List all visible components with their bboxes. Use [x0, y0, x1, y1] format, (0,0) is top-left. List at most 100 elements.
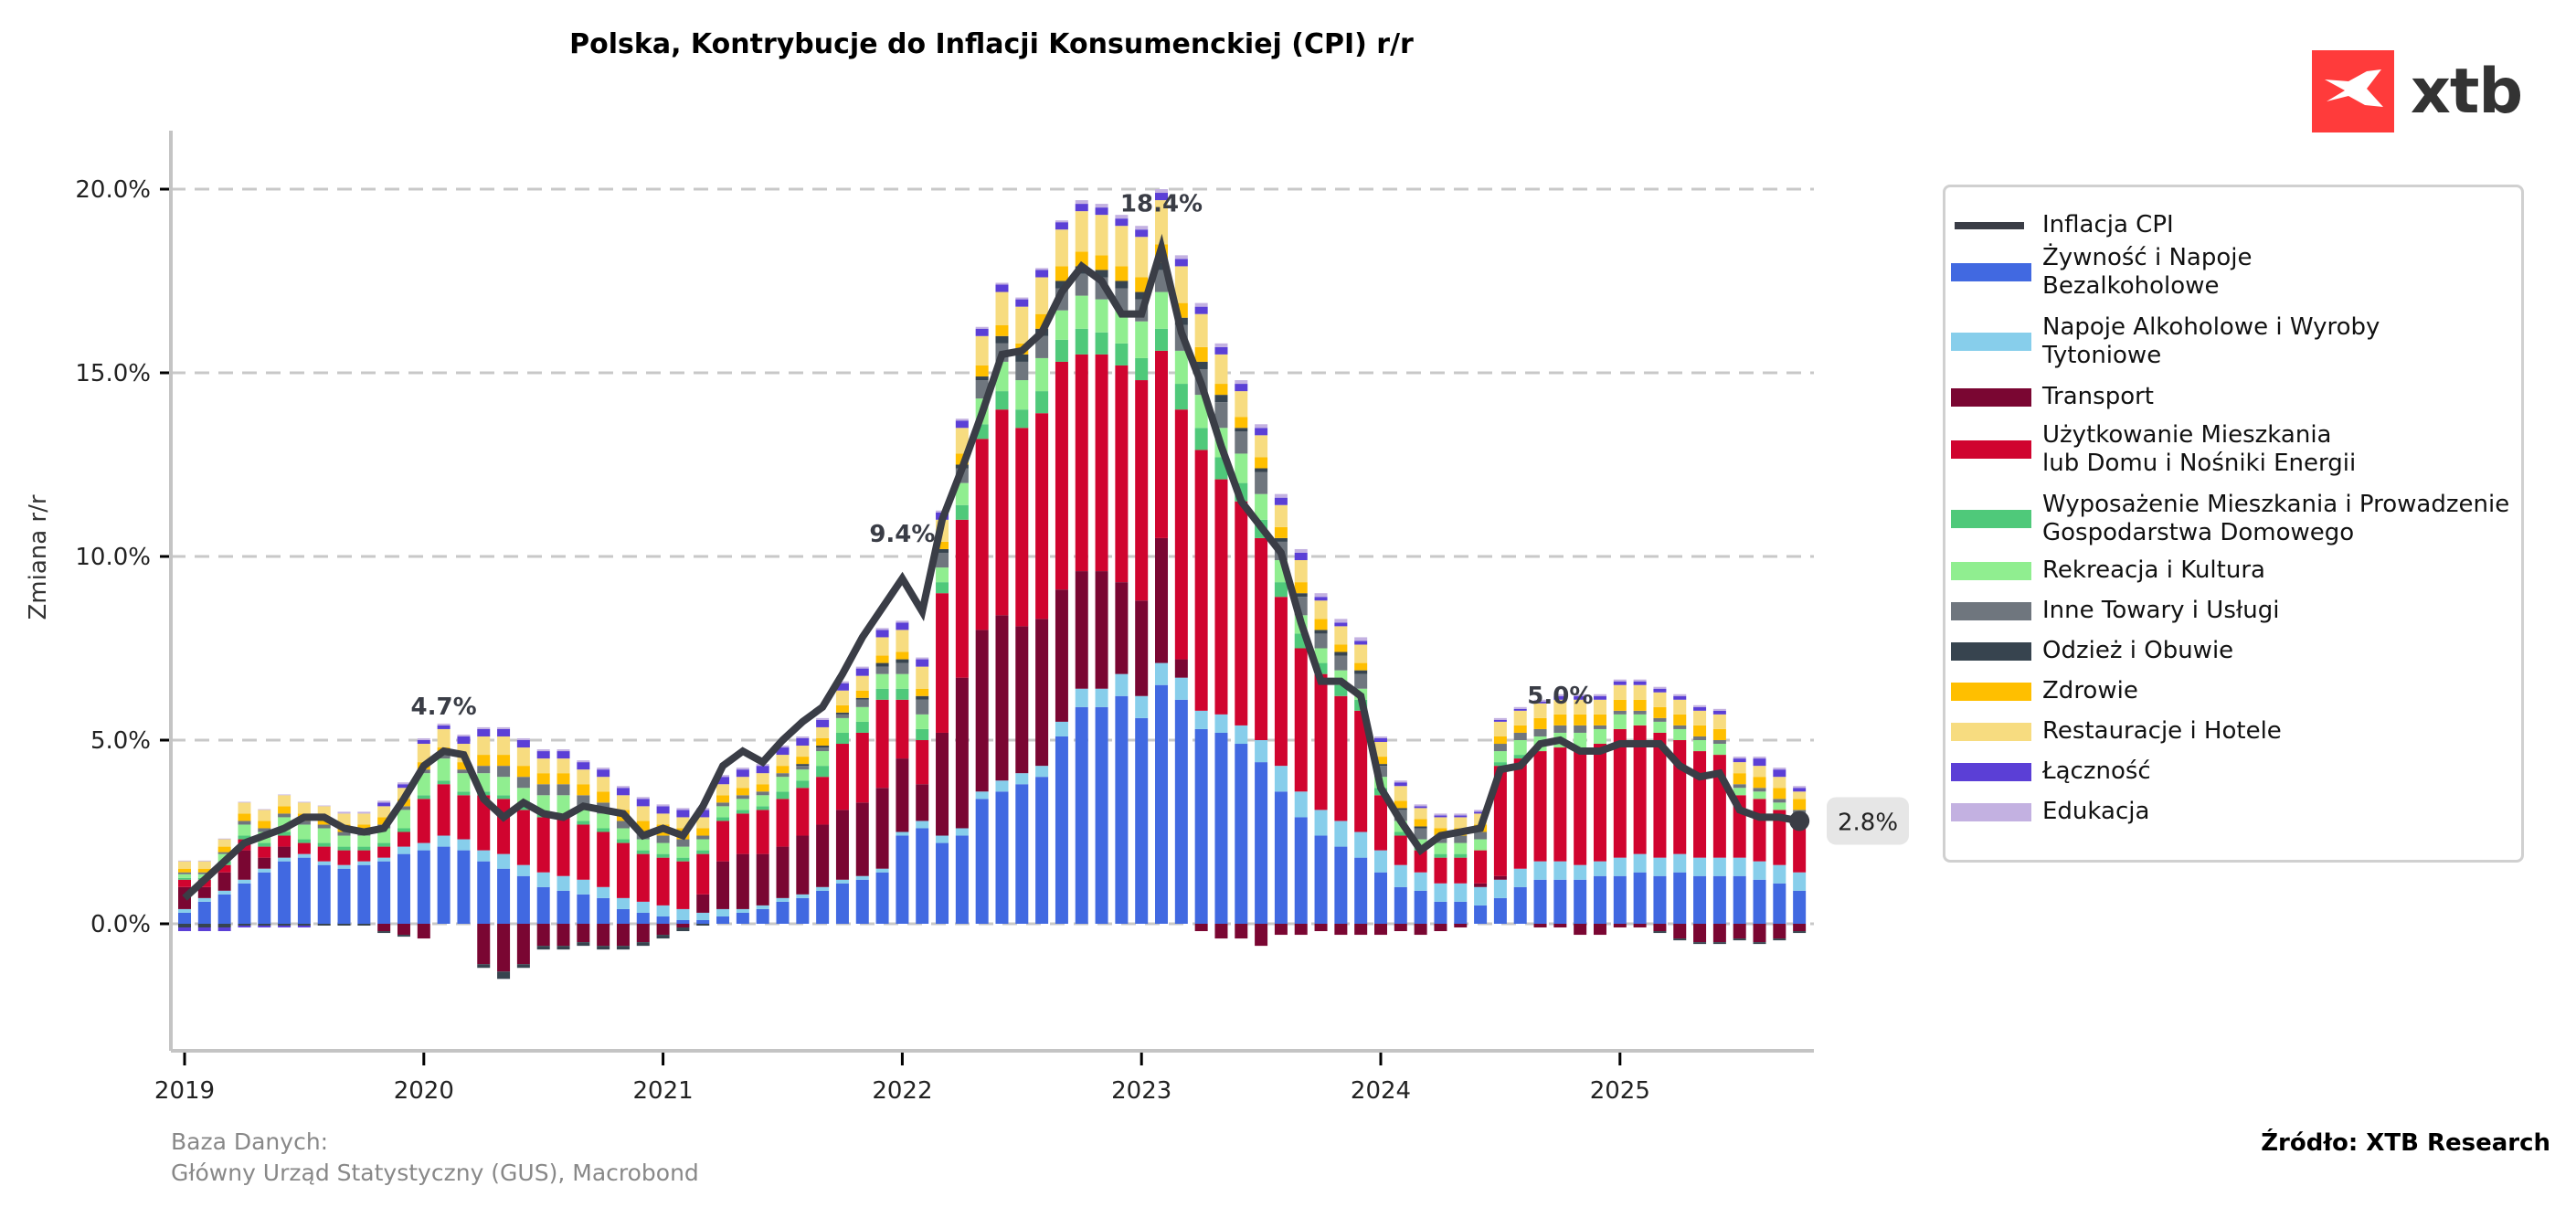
bar-segment — [417, 924, 430, 939]
bar-segment — [1135, 600, 1149, 696]
peak-label: 4.7% — [411, 694, 477, 721]
bar-stack — [975, 326, 989, 924]
bar-segment — [1553, 924, 1567, 928]
bar-segment — [217, 852, 231, 854]
bar-segment — [397, 935, 410, 937]
bar-segment — [955, 482, 969, 505]
bar-segment — [816, 824, 830, 887]
bar-segment — [1095, 688, 1108, 707]
bar-segment — [1633, 853, 1647, 873]
bar-stack — [716, 775, 730, 924]
bar-segment — [1274, 493, 1288, 498]
bar-segment — [995, 284, 1009, 292]
bar-segment — [916, 699, 929, 715]
bar-segment — [616, 839, 630, 843]
bar-segment — [278, 846, 292, 858]
bar-segment — [1294, 582, 1308, 594]
bar-segment — [297, 839, 311, 843]
bar-segment — [1075, 354, 1088, 572]
bar-segment — [896, 662, 909, 674]
bar-segment — [1174, 259, 1188, 267]
bar-segment — [676, 808, 690, 810]
bar-segment — [1574, 694, 1587, 696]
bar-segment — [736, 788, 749, 796]
bar-segment — [1174, 384, 1188, 410]
bar-segment — [317, 828, 331, 843]
bar-segment — [1174, 255, 1188, 259]
bar-segment — [1693, 706, 1707, 711]
bar-segment — [636, 799, 650, 807]
bar-segment — [1653, 686, 1667, 689]
bar-segment — [875, 872, 889, 924]
bar-segment — [1155, 189, 1169, 194]
bar-stack — [936, 510, 949, 924]
bar-segment — [1593, 694, 1606, 696]
bar-segment — [796, 835, 810, 895]
legend-line-swatch — [1955, 221, 2024, 229]
bar-segment — [835, 704, 849, 713]
bar-segment — [936, 567, 949, 583]
bar-segment — [816, 737, 830, 747]
bar-segment — [597, 791, 610, 803]
bar-segment — [1593, 875, 1606, 924]
bar-stack — [1773, 768, 1786, 941]
bar-segment — [716, 784, 730, 796]
bar-segment — [1693, 740, 1707, 752]
bar-segment — [1773, 810, 1786, 865]
bar-segment — [597, 768, 610, 770]
bar-segment — [776, 901, 790, 924]
bar-segment — [1374, 924, 1387, 936]
bar-segment — [278, 806, 292, 814]
bar-segment — [1434, 901, 1447, 924]
bar-segment — [1055, 266, 1068, 281]
bar-segment — [1015, 773, 1029, 785]
bar-segment — [916, 659, 929, 667]
bar-segment — [377, 861, 391, 924]
bar-segment — [816, 890, 830, 924]
bar-segment — [1394, 808, 1407, 810]
bar-segment — [1055, 339, 1068, 362]
bar-segment — [1533, 861, 1547, 880]
bar-segment — [1035, 270, 1049, 278]
bar-segment — [1194, 313, 1208, 347]
bar-segment — [1653, 875, 1667, 924]
bar-segment — [776, 766, 790, 774]
bar-segment — [855, 697, 869, 700]
bar-segment — [516, 924, 530, 965]
bar-segment — [716, 777, 730, 785]
bar-segment — [1513, 710, 1527, 726]
bar-stack — [597, 768, 610, 950]
bar-segment — [696, 839, 710, 851]
bar-segment — [417, 850, 430, 924]
bar-segment — [1255, 924, 1268, 947]
bar-segment — [1314, 593, 1328, 598]
bar-segment — [497, 924, 511, 972]
bar-segment — [796, 764, 810, 767]
bar-segment — [536, 751, 550, 759]
bar-stack — [816, 717, 830, 924]
bar-segment — [197, 927, 211, 932]
bar-segment — [597, 946, 610, 950]
bar-segment — [896, 659, 909, 663]
bar-segment — [1574, 747, 1587, 865]
bar-segment — [1374, 737, 1387, 743]
bar-segment — [756, 795, 769, 807]
bar-segment — [1214, 402, 1228, 429]
bar-segment — [457, 769, 471, 774]
bar-segment — [1135, 226, 1149, 230]
bar-segment — [477, 795, 491, 851]
bar-segment — [1214, 384, 1228, 396]
xtb-logo: xtb — [2312, 50, 2523, 132]
bar-segment — [1274, 497, 1288, 505]
bar-segment — [1773, 938, 1786, 941]
bar-segment — [855, 802, 869, 876]
bar-stack — [1354, 637, 1368, 936]
bar-segment — [1613, 684, 1627, 700]
legend-label: Wyposażenie Mieszkania i Prowadzenie Gosp… — [2042, 491, 2510, 546]
bar-segment — [1354, 857, 1368, 924]
bar-segment — [577, 784, 590, 796]
bar-segment — [258, 828, 271, 832]
bar-segment — [875, 673, 889, 689]
legend-color-swatch — [1951, 641, 2031, 661]
bar-segment — [1334, 622, 1348, 627]
